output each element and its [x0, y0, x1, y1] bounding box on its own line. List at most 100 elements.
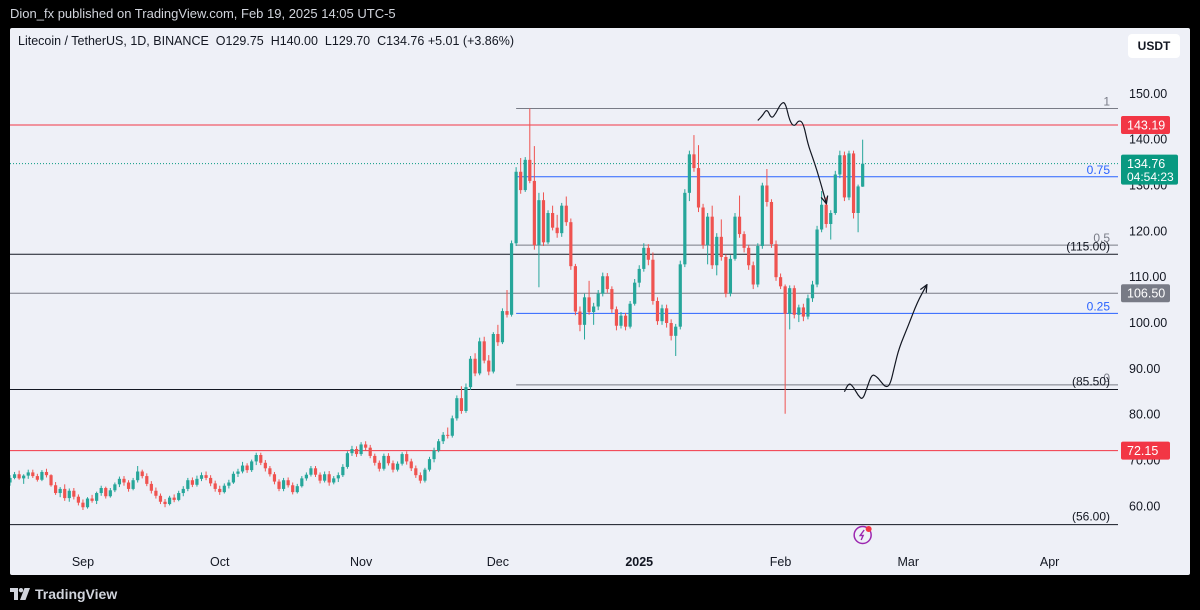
candle-body — [706, 216, 710, 246]
candle-body — [478, 341, 482, 374]
level-label-1: (85.50) — [1072, 374, 1110, 388]
candle-body — [482, 341, 486, 361]
footer-bar: TradingView — [0, 575, 1200, 610]
candle-body — [797, 307, 801, 315]
candle-body — [551, 213, 555, 228]
candle-body — [195, 478, 199, 485]
candle-body — [619, 315, 623, 326]
candle-body — [710, 216, 714, 266]
candle-body — [72, 490, 76, 497]
candle-body — [491, 334, 495, 372]
candle-body — [90, 498, 94, 501]
currency-button[interactable]: USDT — [1128, 34, 1180, 58]
tradingview-logo[interactable]: TradingView — [10, 586, 117, 602]
candle-body — [345, 453, 350, 467]
chart-panel[interactable]: 1 0.75 0.5 0.25 0 (115.00) (85.50) (56.00) 150.0… — [10, 28, 1190, 575]
candle-body — [596, 293, 600, 307]
candle-body — [660, 308, 664, 322]
candle-body — [450, 418, 454, 436]
candle-body — [354, 449, 359, 455]
candle-body — [778, 277, 783, 287]
fib-label-4: 0 — [1103, 371, 1110, 385]
fib-label-3: 0.25 — [1087, 299, 1111, 313]
candle-body — [76, 496, 80, 503]
tradingview-brand: TradingView — [35, 586, 118, 602]
candle-body — [108, 490, 112, 497]
candle-body — [35, 476, 39, 480]
x-tick-label: Mar — [897, 555, 919, 569]
candle-body — [199, 475, 204, 479]
countdown-label: 04:54:23 — [1127, 170, 1174, 184]
level-label-2: (56.00) — [1072, 510, 1110, 524]
candle-body — [418, 475, 422, 481]
candle-body — [601, 276, 605, 294]
candle-body — [63, 488, 67, 499]
candle-body — [12, 474, 17, 478]
candle-body — [10, 477, 12, 483]
candle-body — [459, 398, 464, 411]
price-badge-0 — [1121, 116, 1170, 135]
candle-body — [117, 478, 122, 485]
candle-body — [560, 205, 564, 234]
candle-body — [628, 303, 632, 327]
candle-body — [17, 474, 21, 479]
x-tick-label: Apr — [1040, 555, 1059, 569]
candle-body — [573, 266, 577, 312]
candle-body — [414, 468, 418, 476]
candle-body — [500, 311, 505, 343]
candle-body — [546, 213, 550, 243]
candle-body — [437, 441, 441, 451]
candle-body — [642, 247, 646, 269]
candle-body — [464, 387, 468, 411]
published-text: Dion_fx published on TradingView.com, Fe… — [10, 6, 396, 21]
price-chart[interactable]: 1 0.75 0.5 0.25 0 (115.00) (85.50) (56.00) 150.0… — [10, 28, 1190, 575]
candle-body — [719, 236, 723, 257]
fib-label-0: 1 — [1103, 95, 1110, 109]
candle-body — [154, 490, 158, 496]
candle-body — [532, 180, 536, 246]
x-tick-label: 2025 — [625, 555, 653, 569]
candle-body — [218, 488, 222, 493]
candle-body — [737, 216, 742, 235]
tradingview-logo-icon — [10, 588, 30, 600]
y-tick-label: 120.00 — [1129, 224, 1167, 238]
candle-body — [847, 153, 851, 198]
candle-body — [304, 474, 308, 479]
candle-body — [856, 186, 860, 213]
candle-body — [254, 455, 258, 462]
candle-body — [765, 185, 769, 202]
x-tick-label: Nov — [350, 555, 373, 569]
candle-body — [747, 247, 751, 266]
candle-body — [519, 171, 523, 191]
candle-body — [801, 307, 805, 317]
legend-high: H140.00 — [270, 34, 318, 48]
candle-body — [163, 501, 167, 505]
level-label-0: (115.00) — [1066, 239, 1110, 253]
candle-body — [455, 398, 459, 419]
candle-body — [646, 247, 650, 260]
candle-body — [67, 490, 71, 499]
candle-body — [44, 471, 49, 476]
candle-body — [104, 488, 108, 497]
candle-body — [268, 468, 272, 475]
candle-body — [272, 474, 277, 482]
candle-body — [377, 462, 381, 469]
candle-body — [259, 455, 263, 463]
candle-body — [26, 472, 30, 476]
candle-body — [286, 480, 290, 486]
candle-body — [701, 207, 705, 246]
x-tick-label: Dec — [487, 555, 509, 569]
candle-body — [523, 159, 527, 191]
candle-body — [833, 174, 837, 213]
candle-body — [40, 471, 44, 480]
candle-body — [395, 463, 400, 470]
candle-body — [341, 466, 345, 476]
candle-body — [473, 358, 477, 374]
y-tick-label: 60.00 — [1129, 499, 1160, 513]
candle-body — [332, 478, 336, 483]
candle-body — [733, 216, 737, 259]
candle-body — [373, 455, 377, 463]
candle-body — [250, 461, 254, 471]
candle-body — [386, 455, 391, 464]
candle-body — [851, 153, 856, 213]
